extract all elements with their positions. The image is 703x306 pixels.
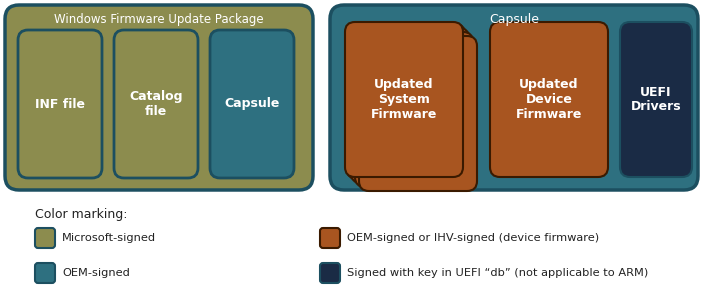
Text: Microsoft-signed: Microsoft-signed: [62, 233, 156, 243]
Text: UEFI
Drivers: UEFI Drivers: [631, 85, 681, 114]
Text: Signed with key in UEFI “db” (not applicable to ARM): Signed with key in UEFI “db” (not applic…: [347, 268, 648, 278]
Text: Updated
System
Firmware: Updated System Firmware: [370, 78, 437, 121]
FancyBboxPatch shape: [35, 228, 55, 248]
Text: Windows Firmware Update Package: Windows Firmware Update Package: [54, 13, 264, 25]
FancyBboxPatch shape: [35, 263, 55, 283]
FancyBboxPatch shape: [320, 263, 340, 283]
FancyBboxPatch shape: [5, 5, 313, 190]
FancyBboxPatch shape: [347, 24, 465, 179]
Text: OEM-signed: OEM-signed: [62, 268, 130, 278]
FancyBboxPatch shape: [345, 22, 463, 177]
Text: Capsule: Capsule: [224, 98, 280, 110]
FancyBboxPatch shape: [210, 30, 294, 178]
Text: OEM-signed or IHV-signed (device firmware): OEM-signed or IHV-signed (device firmwar…: [347, 233, 599, 243]
Text: Capsule: Capsule: [489, 13, 539, 25]
FancyBboxPatch shape: [114, 30, 198, 178]
FancyBboxPatch shape: [351, 28, 469, 183]
FancyBboxPatch shape: [330, 5, 698, 190]
FancyBboxPatch shape: [320, 228, 340, 248]
Text: Catalog
file: Catalog file: [129, 90, 183, 118]
Text: INF file: INF file: [35, 98, 85, 110]
FancyBboxPatch shape: [620, 22, 692, 177]
Text: Updated
Device
Firmware: Updated Device Firmware: [516, 78, 582, 121]
FancyBboxPatch shape: [355, 32, 473, 187]
FancyBboxPatch shape: [18, 30, 102, 178]
FancyBboxPatch shape: [359, 36, 477, 191]
Text: Color marking:: Color marking:: [35, 208, 127, 221]
FancyBboxPatch shape: [490, 22, 608, 177]
